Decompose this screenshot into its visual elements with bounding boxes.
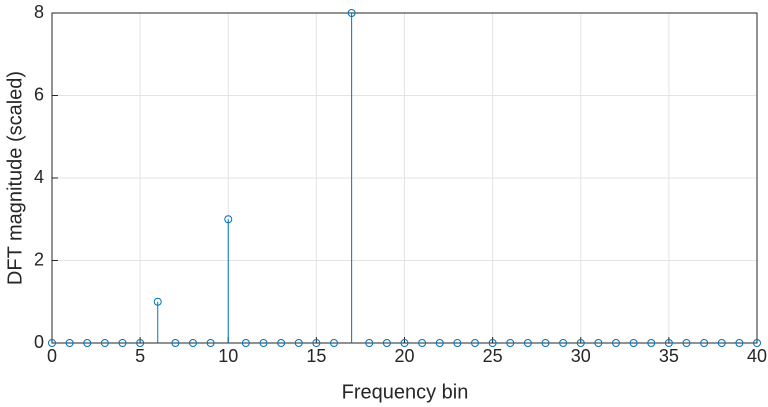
stem-marker	[453, 339, 462, 347]
x-tick-label: 20	[394, 346, 414, 366]
y-tick-label: 0	[34, 332, 44, 352]
stem-marker	[189, 339, 197, 347]
stem-marker	[330, 339, 338, 347]
stem-marker	[647, 339, 656, 347]
stem-marker	[435, 339, 444, 347]
stem-marker	[506, 339, 515, 347]
stem-marker	[576, 339, 585, 347]
stem-marker	[717, 339, 726, 347]
x-tick-label: 10	[218, 346, 238, 366]
x-tick-label: 25	[483, 346, 503, 366]
stem-marker	[48, 339, 56, 347]
stem-marker	[753, 339, 761, 347]
y-axis-label: DFT magnitude (scaled)	[4, 71, 26, 285]
stem-marker	[65, 339, 74, 347]
stem-marker	[206, 339, 215, 347]
stem-marker	[418, 339, 427, 347]
stem-marker	[541, 339, 550, 347]
x-axis-label: Frequency bin	[342, 381, 469, 403]
stem-marker	[153, 297, 162, 306]
x-tick-label: 30	[571, 346, 591, 366]
axes-box	[51, 12, 758, 344]
stem-marker	[312, 339, 321, 347]
stem-marker	[365, 339, 374, 347]
stem-marker	[594, 339, 603, 347]
stem-marker	[136, 339, 145, 347]
stem-marker	[224, 215, 233, 224]
stem-marker	[171, 339, 180, 347]
stem-marker	[83, 339, 92, 347]
stem-marker	[664, 339, 673, 347]
stem-marker	[735, 339, 744, 347]
stem-marker	[100, 339, 109, 347]
stem-marker	[241, 339, 250, 347]
stem-marker	[488, 339, 497, 347]
stem-marker	[259, 339, 268, 347]
stem-marker	[700, 339, 709, 347]
stem-marker	[629, 339, 638, 347]
stem-marker	[294, 339, 303, 347]
stem-marker	[277, 339, 286, 347]
y-tick-label: 6	[34, 84, 44, 104]
stem-marker	[347, 9, 356, 17]
stem-marker	[118, 339, 127, 347]
stem-marker	[559, 339, 568, 347]
y-tick-label: 8	[34, 2, 44, 22]
x-tick-label: 0	[47, 346, 57, 366]
x-tick-label: 35	[659, 346, 679, 366]
x-tick-label: 40	[747, 346, 767, 366]
x-tick-label: 5	[135, 346, 145, 366]
y-tick-label: 4	[34, 167, 44, 187]
stem-marker	[682, 339, 691, 347]
x-tick-label: 15	[306, 346, 326, 366]
stem-marker	[400, 339, 409, 347]
stem-marker	[523, 339, 532, 347]
y-tick-label: 2	[34, 249, 44, 269]
stem-marker	[471, 339, 479, 347]
stem-marker	[612, 339, 620, 347]
stem-marker	[382, 339, 391, 347]
